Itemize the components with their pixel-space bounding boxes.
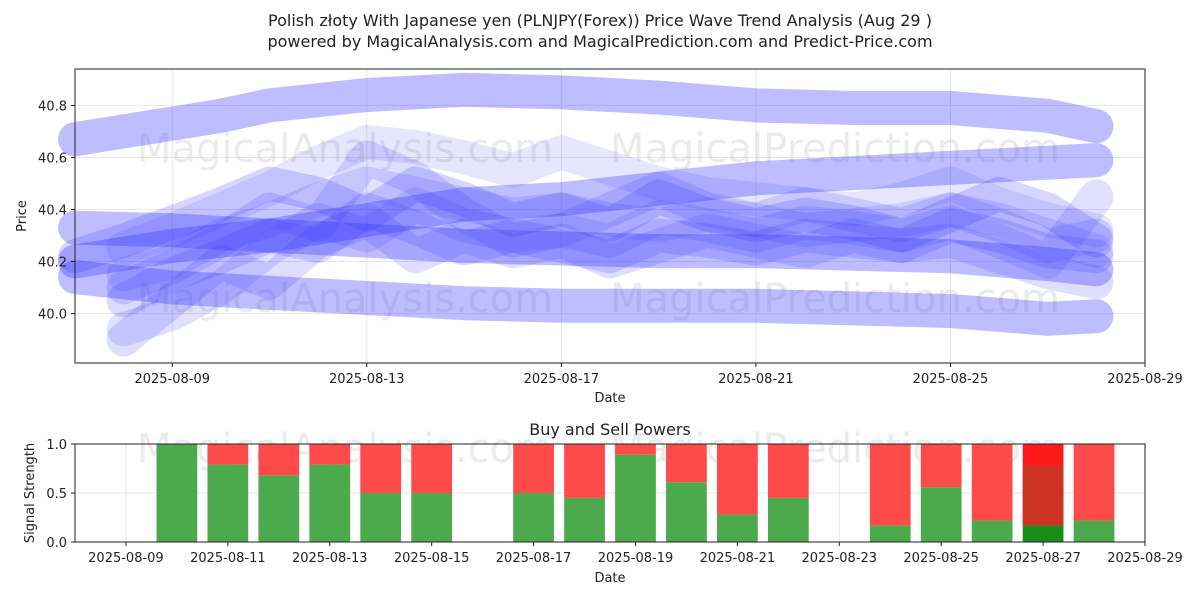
top-watermarks: MagicalAnalysis.com MagicalPrediction.co…	[137, 126, 1060, 322]
bottom-title: Buy and Sell Powers	[529, 420, 691, 439]
bottom-ylabel: Signal Strength	[23, 443, 38, 543]
top-y-tick-label: 40.4	[38, 203, 67, 218]
sell-bar	[615, 444, 656, 455]
bottom-x-tick-label: 2025-08-29	[1107, 551, 1183, 566]
top-x-tick-label: 2025-08-13	[329, 372, 405, 387]
watermark-analysis-top: MagicalAnalysis.com	[137, 126, 553, 172]
watermark-analysis-bottom: MagicalAnalysis.com	[137, 276, 553, 322]
price-wave-line-7	[106, 140, 1114, 305]
sell-bar	[971, 444, 1013, 521]
top-y-tick-label: 40.8	[38, 99, 67, 114]
price-wave-line-8	[106, 192, 1114, 318]
sell-bar	[258, 444, 300, 476]
bottom-x-tick-label: 2025-08-23	[802, 551, 878, 566]
bottom-x-tick-label: 2025-08-27	[1005, 551, 1081, 566]
top-y-tick-label: 40.2	[38, 256, 67, 271]
buy-bar	[717, 514, 758, 542]
sell-bar	[1073, 444, 1115, 521]
buy-bar	[564, 497, 605, 542]
price-wave-line-10	[106, 124, 1114, 266]
buy-bar	[309, 464, 351, 542]
price-wave-line-5	[106, 179, 1114, 347]
bottom-x-tick-label: 2025-08-11	[190, 551, 266, 566]
overlap-bar	[1022, 465, 1064, 526]
bottom-x-tick-label: 2025-08-17	[496, 551, 572, 566]
bottom-y-tick-label: 0.0	[46, 536, 67, 551]
bottom-x-tick-label: 2025-08-09	[88, 551, 164, 566]
sell-bar	[920, 444, 962, 488]
top-x-tick-label: 2025-08-29	[1107, 372, 1183, 387]
buy-bar	[666, 482, 707, 542]
buy-bar	[971, 520, 1013, 542]
price-wave-line-2	[58, 260, 1114, 336]
bottom-xlabel: Date	[594, 571, 625, 586]
top-grid	[75, 69, 1146, 363]
bottom-x-tick-label: 2025-08-21	[700, 551, 776, 566]
buy-bar	[156, 444, 198, 542]
sell-bar	[717, 444, 758, 515]
top-y-tick-label: 40.6	[38, 151, 67, 166]
buy-bar	[513, 493, 554, 542]
buy-bar	[615, 454, 656, 542]
buy-bar	[767, 497, 809, 542]
top-panel: MagicalAnalysis.com MagicalPrediction.co…	[15, 68, 1183, 406]
chart-title: Polish złoty With Japanese yen (PLNJPY(F…	[268, 11, 932, 30]
bottom-bars-group	[156, 444, 1115, 542]
top-plot-frame	[74, 68, 1146, 364]
price-wave-line-4	[58, 210, 1114, 287]
sell-bar	[869, 444, 911, 526]
sell-bar	[360, 444, 402, 493]
buy-bar	[869, 525, 911, 542]
top-series-group	[58, 72, 1114, 357]
price-wave-line-6	[58, 166, 1114, 274]
top-x-tick-label: 2025-08-25	[913, 372, 989, 387]
watermark-prediction-bottom: MagicalPrediction.com	[610, 276, 1060, 322]
bottom-x-tick-label: 2025-08-25	[903, 551, 979, 566]
watermark-prediction-top: MagicalPrediction.com	[610, 126, 1060, 172]
sell-bar	[767, 444, 809, 498]
sell-bar	[513, 444, 554, 493]
sell-bar	[411, 444, 453, 493]
sell-bar	[309, 444, 351, 465]
price-wave-line-1	[58, 72, 1114, 157]
top-ylabel: Price	[15, 200, 30, 232]
buy-bar	[360, 493, 402, 542]
chart-subtitle: powered by MagicalAnalysis.com and Magic…	[267, 32, 932, 51]
price-wave-line-9	[106, 202, 1114, 357]
buy-bar	[411, 493, 453, 542]
sell-bar	[207, 444, 249, 465]
buy-bar	[1022, 525, 1064, 542]
top-axes: 2025-08-09 2025-08-13 2025-08-17 2025-08-21…	[38, 99, 1183, 387]
top-xlabel: Date	[594, 391, 625, 406]
bottom-axes: 2025-08-09 2025-08-11 2025-08-13 2025-08-15…	[46, 438, 1182, 566]
sell-bar	[666, 444, 707, 483]
buy-bar	[207, 464, 249, 542]
top-x-tick-label: 2025-08-17	[524, 372, 600, 387]
bottom-plot-frame	[74, 443, 1146, 543]
buy-bar	[1073, 520, 1115, 542]
price-wave-line-3	[58, 143, 1114, 279]
buy-bar	[258, 475, 300, 542]
bottom-panel: Buy and Sell Powers MagicalAnalysis.com …	[23, 420, 1183, 586]
bottom-y-tick-label: 1.0	[46, 438, 67, 453]
sell-bar	[564, 444, 605, 498]
bottom-x-tick-label: 2025-08-13	[292, 551, 368, 566]
top-y-tick-label: 40.0	[38, 308, 67, 323]
bottom-x-tick-label: 2025-08-19	[598, 551, 674, 566]
price-wave-line-11	[106, 166, 1114, 292]
bottom-y-tick-label: 0.5	[46, 487, 67, 502]
top-x-tick-label: 2025-08-09	[134, 372, 210, 387]
bottom-x-tick-label: 2025-08-15	[394, 551, 470, 566]
top-x-tick-label: 2025-08-21	[718, 372, 794, 387]
buy-bar	[920, 487, 962, 542]
